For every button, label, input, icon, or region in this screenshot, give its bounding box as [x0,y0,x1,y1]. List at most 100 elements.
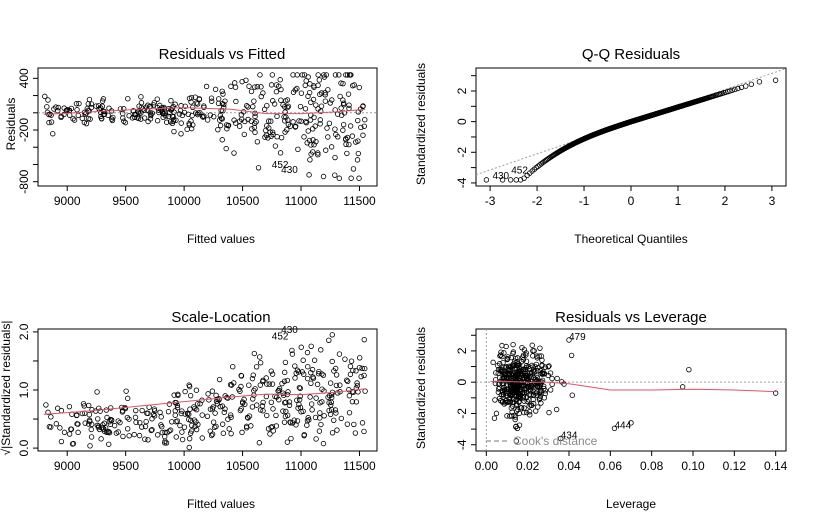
data-point [523,389,529,395]
data-point [97,408,103,414]
data-point [166,113,172,120]
data-point [502,398,509,404]
data-point [276,397,282,403]
data-point [125,426,131,432]
data-point [154,432,161,438]
data-point [269,129,276,135]
data-point [48,119,55,125]
data-point [225,395,231,401]
data-point [361,336,367,343]
data-point [236,123,243,129]
data-point [136,432,143,439]
y-tick-label: -800 [17,169,31,193]
data-point [336,351,343,357]
data-point [297,393,303,399]
data-point [220,430,227,436]
data-point [150,102,157,108]
data-point [504,386,510,392]
data-point [346,393,353,399]
data-point [75,429,81,436]
data-point [307,394,313,400]
data-point [178,410,184,417]
data-point [508,375,515,381]
data-point [177,422,183,429]
data-point [87,443,93,449]
data-point [280,408,286,414]
data-point [154,96,160,102]
chart-title: Residuals vs Leverage [555,309,707,326]
x-tick-label: 1 [675,194,682,208]
data-point [145,118,151,125]
data-point [284,412,291,418]
data-point [120,110,126,117]
data-point [327,411,334,418]
x-tick-label: 0.04 [557,459,581,473]
data-point [148,112,154,119]
data-point [106,105,112,111]
data-point [329,430,336,436]
data-point [344,377,350,383]
data-point [316,428,323,434]
data-point [162,429,168,436]
data-point [243,77,249,83]
data-point [499,387,506,394]
data-point [176,111,183,117]
data-point [341,110,348,116]
data-point [151,413,158,419]
data-point [517,391,523,398]
data-point [57,425,63,431]
data-point [212,410,218,416]
data-point [197,401,203,407]
chart-title: Scale-Location [171,309,270,326]
data-point [503,343,509,350]
data-point [493,370,499,376]
data-point [513,438,520,444]
data-point [284,127,290,133]
data-point [558,435,564,442]
data-point [218,107,224,114]
data-point [166,401,173,407]
data-point [265,426,272,432]
data-point [188,428,195,434]
data-point [348,358,355,364]
data-point [290,119,296,125]
data-point [283,399,289,405]
data-point [159,429,165,436]
data-point [96,423,102,429]
data-point [315,152,321,158]
data-point [353,139,359,145]
data-point [268,368,274,374]
data-point [511,358,518,364]
data-point [231,150,237,156]
data-point [282,369,288,376]
data-point [529,381,535,387]
data-point [64,107,71,113]
data-point [185,111,191,117]
data-point [527,412,533,418]
data-point [258,84,264,90]
smooth-line [490,380,776,393]
data-point [239,429,245,436]
data-point [512,416,518,423]
data-point [323,72,330,78]
data-point [297,385,303,391]
data-point [317,410,323,416]
data-point [219,116,225,122]
data-point [515,383,521,389]
data-point [523,358,530,365]
data-point [326,337,332,343]
data-point [735,85,741,92]
data-point [169,113,176,119]
data-point [354,380,360,386]
data-point [521,398,527,404]
data-point [491,415,498,421]
data-point [274,113,280,120]
data-point [511,366,518,372]
data-point [281,114,287,120]
x-tick-label: -2 [532,194,543,208]
data-point [70,440,77,447]
data-point [139,407,145,414]
data-point [45,409,51,416]
data-point [48,414,54,420]
data-point [322,90,328,96]
